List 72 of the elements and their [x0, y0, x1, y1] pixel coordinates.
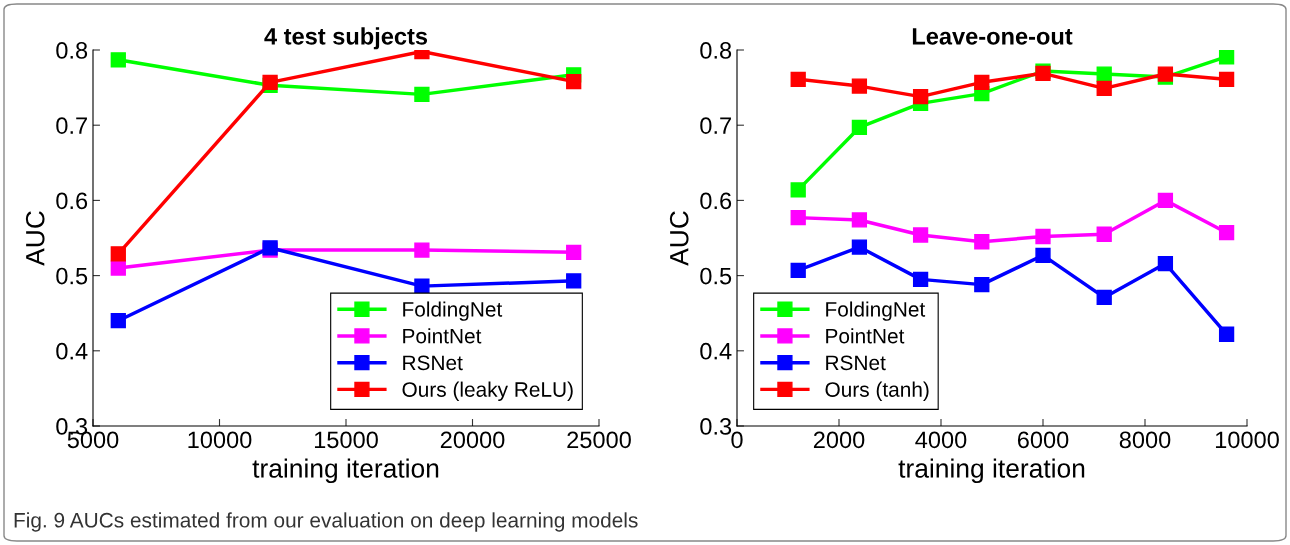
chart-title: Leave-one-out [912, 28, 1073, 45]
legend-label: PointNet [403, 328, 482, 344]
x-axis-title: training iteration [252, 458, 439, 484]
point [1096, 80, 1112, 96]
legend-label: Ours (leaky ReLU) [402, 381, 573, 401]
y-axis-title: AUC [25, 211, 45, 266]
y-tick-label: 0.6 [700, 192, 732, 210]
caption: Fig. 9 AUCs estimated from our evaluation on deep learning models [14, 512, 638, 532]
y-tick-label: 0.7 [700, 117, 731, 134]
x-tick-label: 10000 [188, 431, 252, 449]
chart-title: 4 test subjects [264, 27, 428, 50]
point [110, 260, 126, 276]
x-tick-label: 0 [731, 431, 743, 449]
point [110, 52, 126, 68]
point [1096, 226, 1112, 242]
legend-label: FoldingNet [826, 301, 926, 321]
point [1157, 192, 1174, 209]
point [414, 278, 430, 294]
y-tick-label: 0.6 [56, 192, 88, 210]
y-tick-label: 0.5 [700, 267, 732, 285]
legend-label: RSNet [826, 355, 886, 371]
point [414, 86, 430, 103]
x-tick-label: 6000 [1017, 431, 1069, 449]
point [110, 246, 126, 262]
x-tick-label: 15000 [314, 431, 378, 449]
x-axis-title: training iteration [898, 458, 1085, 484]
point [790, 210, 806, 226]
point [790, 71, 806, 87]
legend-label: PointNet [826, 328, 905, 344]
y-tick-label: 0.7 [56, 117, 87, 134]
point [1218, 225, 1235, 241]
point [851, 78, 868, 94]
point [974, 74, 990, 90]
y-tick-label: 0.4 [700, 342, 732, 360]
point [851, 212, 868, 228]
point [912, 88, 929, 105]
y-axis-title: AUC [669, 211, 689, 266]
x-tick-label: 4000 [915, 431, 967, 449]
legend-label: Ours (tanh) [825, 381, 929, 401]
point [110, 313, 126, 329]
point [1096, 289, 1112, 306]
x-tick-label: 2000 [813, 431, 865, 449]
y-tick-label: 0.5 [56, 267, 88, 285]
point [790, 262, 806, 278]
point [974, 276, 990, 293]
point [790, 182, 806, 198]
point [566, 73, 582, 90]
point [1035, 247, 1051, 263]
point [851, 119, 868, 136]
point [1218, 326, 1235, 342]
point [1096, 66, 1112, 82]
point [1218, 71, 1235, 87]
y-tick-label: 0.8 [56, 42, 88, 59]
point [1157, 255, 1174, 272]
point [566, 244, 582, 260]
point [851, 239, 868, 255]
point [414, 242, 430, 258]
x-tick-label: 8000 [1119, 431, 1171, 449]
point [912, 227, 929, 243]
y-tick-label: 0.4 [56, 342, 88, 360]
y-tick-label: 0.8 [700, 42, 732, 59]
point [974, 234, 990, 250]
legend-label: RSNet [403, 355, 463, 371]
point [566, 273, 582, 289]
point [1218, 50, 1235, 65]
y-tick-label: 0.3 [700, 418, 732, 435]
x-tick-label: 25000 [567, 431, 631, 449]
point [1035, 228, 1051, 245]
legend-label: FoldingNet [403, 301, 503, 321]
point [912, 271, 929, 287]
x-tick-label: 10000 [1215, 431, 1279, 449]
x-tick-label: 20000 [440, 431, 505, 449]
